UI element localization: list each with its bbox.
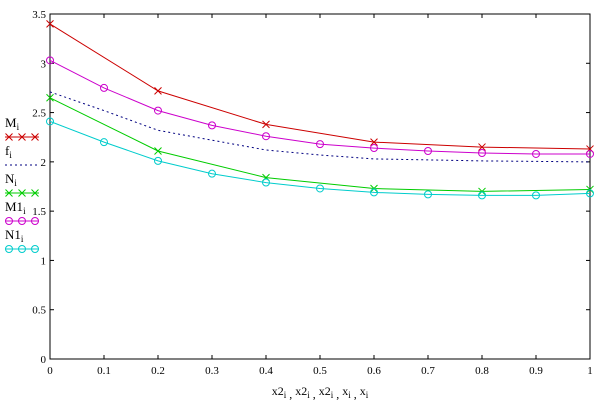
x-tick-label: 0.8 <box>475 365 489 377</box>
legend-label-sub: i <box>21 234 24 244</box>
legend-Ni-point <box>5 189 13 197</box>
y-tick-label: 0 <box>41 354 47 366</box>
legend-label: fi <box>5 143 12 160</box>
y-tick-label: 2 <box>41 157 47 169</box>
x-tick-label: 0.1 <box>97 365 111 377</box>
legend-Mi-point <box>18 133 26 141</box>
M1i-point <box>208 121 216 130</box>
legend-label-base: M1 <box>5 199 23 214</box>
legend-label-base: N <box>5 171 15 186</box>
N1i-point <box>424 190 432 199</box>
series-line-N1i <box>49 120 591 196</box>
y-tick-label: 1.5 <box>32 206 46 218</box>
x-tick-label: 0.9 <box>529 365 543 377</box>
legend-N1i-point <box>18 245 26 253</box>
Mi-point <box>370 138 378 146</box>
N1i-point <box>370 188 378 197</box>
x-tick-label: 0.3 <box>205 365 219 377</box>
y-tick-label: 1 <box>41 255 47 267</box>
legend-label-sub: i <box>9 150 12 160</box>
N1i-point <box>586 189 594 198</box>
series-fi <box>49 91 591 163</box>
M1i-point <box>316 140 324 149</box>
x-axis: 0 0.1 0.2 0.3 0.4 0.5 0.6 0.7 0.8 0.9 1 <box>47 14 593 377</box>
N1i-point <box>478 191 486 200</box>
y-tick-label: 0.5 <box>32 305 46 317</box>
legend-label: N1i <box>5 227 24 244</box>
N1i-point <box>532 191 540 200</box>
legend-label-base: N1 <box>5 227 21 242</box>
Ni-point <box>154 147 162 155</box>
y-tick-label: 3.5 <box>32 9 46 21</box>
M1i-point <box>100 83 108 92</box>
M1i-point <box>586 149 594 158</box>
Mi-point <box>46 20 54 28</box>
x-tick-label: 0.7 <box>421 365 435 377</box>
legend-M1i-point <box>31 217 39 225</box>
y-tick-label: 3 <box>41 58 47 70</box>
series-line-M1i <box>49 59 590 155</box>
Mi-point <box>154 87 162 95</box>
N1i-point <box>262 178 270 187</box>
series-line-fi <box>49 91 591 163</box>
legend-label: M1i <box>5 199 26 216</box>
series-N1i <box>46 117 594 200</box>
legend-M1i-point <box>5 217 13 225</box>
x-tick-label: 0.2 <box>151 365 165 377</box>
legend-M1i-point <box>18 217 26 225</box>
series-Mi <box>46 20 594 153</box>
N1i-point <box>316 184 324 193</box>
legend-label: Ni <box>5 171 17 188</box>
M1i-point <box>478 148 486 157</box>
series-layer <box>46 20 594 200</box>
legend-Mi-point <box>31 133 39 141</box>
M1i-point <box>154 106 162 115</box>
legend-label: Mi <box>5 115 20 132</box>
x-tick-label: 0.5 <box>313 365 327 377</box>
legend-label-sub: i <box>17 122 20 132</box>
M1i-point <box>46 56 54 65</box>
legend-N1i-point <box>5 245 13 253</box>
M1i-point <box>262 132 270 141</box>
legend-label-sub: i <box>14 178 17 188</box>
N1i-point <box>100 138 108 147</box>
series-line-Mi <box>49 23 591 150</box>
legend-entry-fi: fi <box>5 143 39 166</box>
Mi-point <box>262 120 270 129</box>
series-Ni <box>46 93 594 196</box>
x-tick-label: 0 <box>47 365 53 377</box>
legend-label-base: M <box>5 115 17 130</box>
legend-entry-M1i: M1i <box>5 199 39 225</box>
M1i-point <box>370 144 378 153</box>
N1i-point <box>154 156 162 165</box>
legend-entry-N1i: N1i <box>5 227 39 253</box>
series-M1i <box>46 56 594 158</box>
M1i-point <box>424 147 432 156</box>
x-tick-label: 1 <box>587 365 593 377</box>
series-line-Ni <box>49 97 591 192</box>
x-axis-label: x2i , x2i , x2i , xi , xi <box>272 384 369 401</box>
x-axis-label-text: x2i , x2i , x2i , xi , xi <box>272 384 369 401</box>
legend-Mi-point <box>5 133 13 141</box>
legend-label-sub: i <box>23 206 26 216</box>
legend-entry-Mi: Mi <box>5 115 39 141</box>
legend-Ni-point <box>18 189 26 197</box>
y-tick-label: 2.5 <box>32 108 46 120</box>
plot-frame <box>49 13 591 360</box>
M1i-point <box>532 149 540 158</box>
x-tick-label: 0.4 <box>259 365 273 377</box>
legend-label-base: f <box>5 143 10 158</box>
legend-entry-Ni: Ni <box>5 171 39 197</box>
legend-N1i-point <box>31 245 39 253</box>
y-axis: 0 0.5 1 1.5 2 2.5 3 3.5 <box>32 9 590 366</box>
N1i-point <box>208 169 216 178</box>
x-tick-label: 0.6 <box>367 365 381 377</box>
N1i-point <box>46 117 54 126</box>
legend-Ni-point <box>31 189 39 197</box>
Ni-point <box>46 93 54 102</box>
Mi-point <box>478 143 486 151</box>
